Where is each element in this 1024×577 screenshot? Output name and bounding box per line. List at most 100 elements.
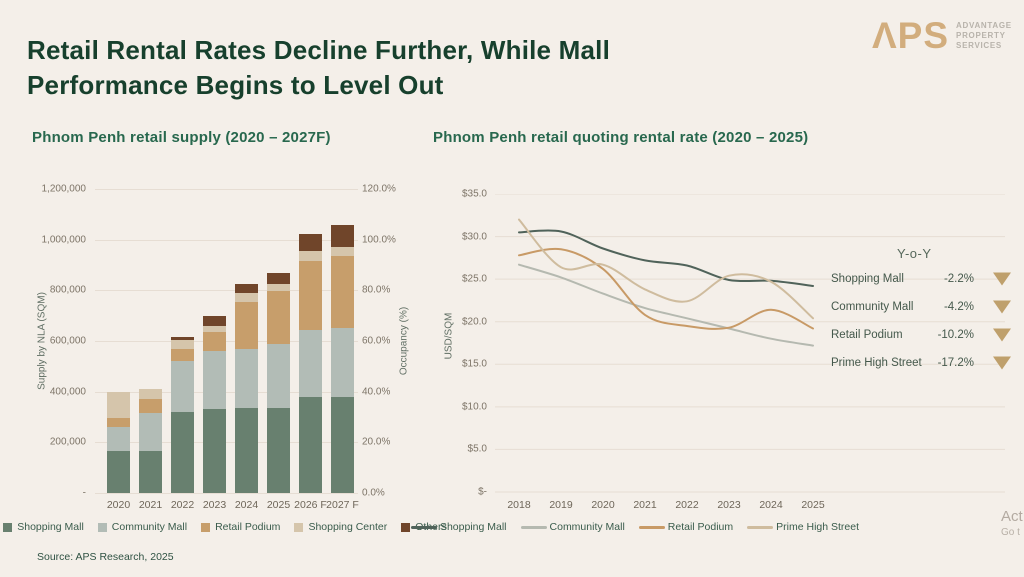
bar-column-2026-f <box>299 189 322 493</box>
bar-segment-shopping-center <box>267 283 290 292</box>
supply-x-tick: 2025 <box>266 499 291 511</box>
bar-segment-shopping-mall <box>267 407 290 493</box>
yoy-label: Retail Podium <box>831 329 903 341</box>
rental-x-tick: 2023 <box>717 499 741 511</box>
supply-y2-tick: 60.0% <box>362 335 391 347</box>
aps-tagline-line: ADVANTAGE <box>956 21 1012 30</box>
legend-item-shopping-mall: Shopping Mall <box>3 521 84 533</box>
bar-segment-retail-podium <box>139 399 162 414</box>
rental-line-retail-podium <box>518 247 814 330</box>
bar-segment-community-mall <box>171 361 194 412</box>
supply-y-tick: 1,200,000 <box>41 183 87 195</box>
bar-column-2020 <box>107 189 130 493</box>
bar-segment-shopping-center <box>107 391 130 419</box>
bar-column-2023 <box>203 189 226 493</box>
bar-segment-retail-podium <box>267 291 290 345</box>
bar-segment-shopping-center <box>235 293 258 303</box>
rental-x-tick: 2022 <box>675 499 699 511</box>
bar-column-2025 <box>267 189 290 493</box>
bar-segment-shopping-mall <box>203 408 226 493</box>
legend-label: Community Mall <box>549 521 625 533</box>
supply-x-axis: 2020 2021 2022 2023 2024 2025 2026 F 2027 F <box>95 499 359 513</box>
supply-x-tick: 2027 F <box>326 499 359 511</box>
supply-gridline <box>95 189 358 190</box>
supply-y-tick: 600,000 <box>49 335 86 347</box>
legend-item-shopping-mall: Shopping Mall <box>410 521 507 533</box>
yoy-value: -17.2% <box>937 357 974 369</box>
source-note: Source: APS Research, 2025 <box>37 551 174 563</box>
legend-label: Shopping Mall <box>439 521 507 533</box>
bar-segment-retail-podium <box>171 348 194 362</box>
supply-chart-title: Phnom Penh retail supply (2020 – 2027F) <box>32 129 331 146</box>
aps-logo-mark: ΛPS <box>872 15 950 56</box>
supply-gridline <box>95 341 358 342</box>
supply-gridline <box>95 442 358 444</box>
yoy-label: Community Mall <box>831 301 914 313</box>
supply-y-tick: 800,000 <box>49 284 86 296</box>
bar-segment-others <box>299 233 322 251</box>
rental-chart-title: Phnom Penh retail quoting rental rate (2… <box>433 129 809 146</box>
rental-x-tick: 2021 <box>633 499 657 511</box>
yoy-value: -4.2% <box>943 301 974 313</box>
legend-line-swatch-retail-podium <box>638 525 665 529</box>
supply-x-tick: 2023 <box>202 499 227 511</box>
supply-x-tick: 2020 <box>106 499 131 511</box>
bar-segment-others <box>331 225 354 247</box>
legend-label: Shopping Center <box>308 521 388 533</box>
yoy-value: -10.2% <box>937 329 974 341</box>
bar-segment-community-mall <box>331 328 354 397</box>
supply-y2-tick: 100.0% <box>362 234 396 246</box>
bar-segment-others <box>171 337 194 340</box>
supply-plot <box>95 189 358 494</box>
bar-segment-shopping-center <box>331 246 354 256</box>
legend-line-swatch-shopping-mall <box>410 525 437 529</box>
bar-segment-shopping-mall <box>139 451 162 493</box>
legend-swatch-retail-podium <box>201 522 211 532</box>
supply-y-tick: 200,000 <box>49 436 86 448</box>
legend-label: Shopping Mall <box>17 521 84 533</box>
legend-label: Retail Podium <box>667 521 734 533</box>
bar-segment-community-mall <box>235 348 258 409</box>
rental-y-tick: $35.0 <box>461 188 487 200</box>
legend-swatch-shopping-center <box>294 522 304 532</box>
yoy-title: Y-o-Y <box>897 246 932 261</box>
supply-y2-tick: 40.0% <box>362 386 391 398</box>
rental-x-tick: 2025 <box>801 499 825 511</box>
rental-y-tick: $30.0 <box>461 231 487 243</box>
bar-segment-community-mall <box>203 351 226 409</box>
supply-y-axis: 1,200,000 1,000,000 800,000 600,000 400,000 2… <box>34 184 87 499</box>
supply-y2-axis: 120.0% 100.0% 80.0% 60.0% 40.0% 20.0% 0.0% <box>362 184 414 499</box>
supply-y-tick: 400,000 <box>49 386 86 398</box>
yoy-rows: Shopping Mall -2.2% Community Mall -4.2% Ret… <box>831 265 1011 377</box>
bar-segment-community-mall <box>299 330 322 398</box>
yoy-row-community-mall: Community Mall -4.2% <box>831 293 1011 321</box>
legend-label: Retail Podium <box>215 521 281 533</box>
aps-tagline-line: SERVICES <box>956 41 1002 50</box>
supply-y2-tick: 80.0% <box>362 284 391 296</box>
bar-segment-shopping-center <box>203 325 226 333</box>
legend-label: Prime High Street <box>776 521 860 533</box>
rental-y-axis: $35.0 $30.0 $25.0 $20.0 $15.0 $10.0 $5.0 $- <box>437 189 487 498</box>
bar-segment-shopping-center <box>171 339 194 349</box>
bar-segment-shopping-mall <box>107 451 130 493</box>
yoy-row-prime-high-street: Prime High Street -17.2% <box>831 349 1011 377</box>
yoy-label: Shopping Mall <box>831 273 904 285</box>
legend-item-retail-podium: Retail Podium <box>638 521 734 533</box>
rental-y-tick: $- <box>478 486 487 498</box>
bar-segment-retail-podium <box>299 261 322 331</box>
supply-gridline <box>95 391 358 393</box>
bar-segment-retail-podium <box>203 332 226 352</box>
bar-segment-others <box>203 316 226 326</box>
legend-line-swatch-prime-high-street <box>747 525 774 529</box>
rental-plot <box>495 194 1005 493</box>
yoy-row-shopping-mall: Shopping Mall -2.2% <box>831 265 1011 293</box>
supply-y2-tick: 0.0% <box>362 487 385 499</box>
bar-column-2027-f <box>331 189 354 493</box>
page-title: Retail Rental Rates Decline Further, Whi… <box>27 35 610 100</box>
rental-y-tick: $25.0 <box>461 273 487 285</box>
rental-y-tick: $15.0 <box>461 358 487 370</box>
supply-gridline <box>95 493 358 494</box>
rental-x-axis: 2018 2019 2020 2021 2022 2023 2024 2025 <box>495 499 1007 513</box>
supply-x-tick: 2022 <box>170 499 195 511</box>
